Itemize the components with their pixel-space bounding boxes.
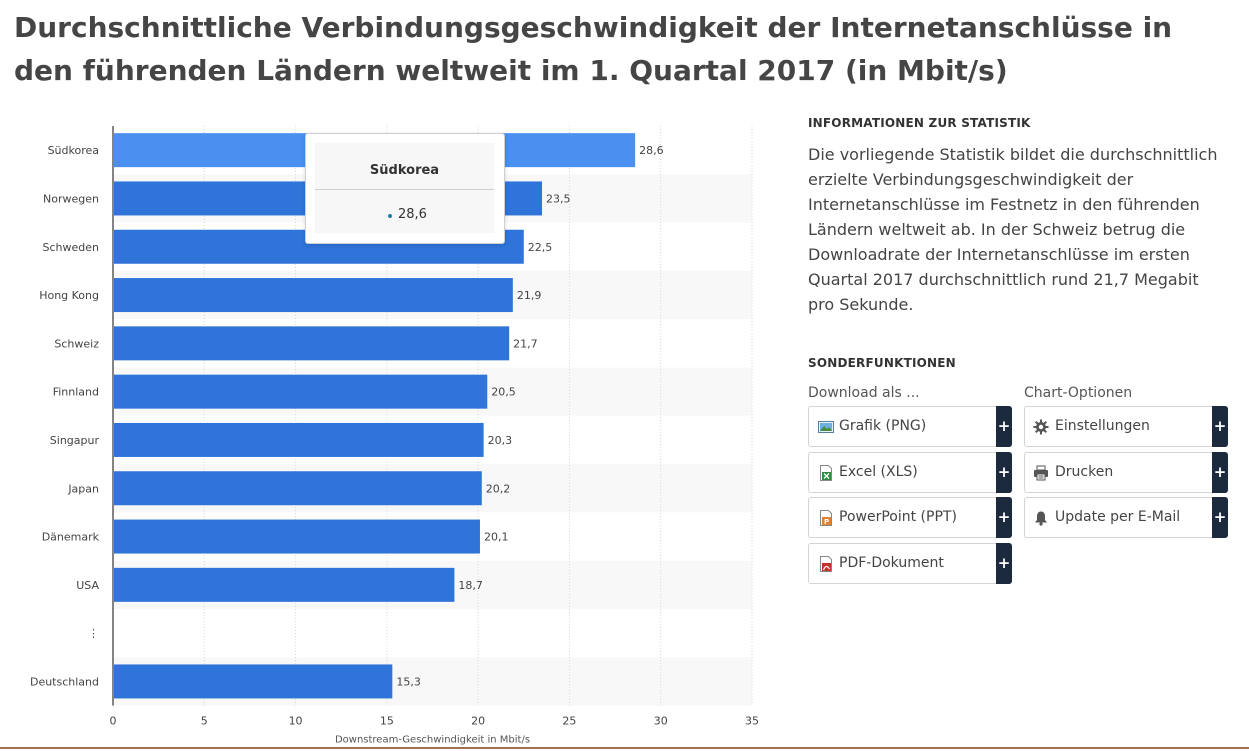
category-label: Schweden xyxy=(43,241,100,254)
category-label: USA xyxy=(76,579,99,592)
category-label: Finnland xyxy=(53,386,99,399)
category-label: Südkorea xyxy=(48,144,99,157)
value-label: 21,9 xyxy=(517,289,542,302)
plus-icon: + xyxy=(1212,406,1228,447)
category-label: Hong Kong xyxy=(39,289,99,302)
category-label: Singapur xyxy=(50,434,100,447)
category-label: Japan xyxy=(67,482,99,495)
bar-chart: Südkorea 28,6 Norwegen 23,5 Schweden 22,5 Hong… xyxy=(30,126,759,746)
download-pdf-button[interactable]: PDF-Dokument + xyxy=(808,543,1012,584)
download-xls-label: Excel (XLS) xyxy=(839,464,918,480)
x-tick-label: 0 xyxy=(110,715,117,728)
chart-area: Südkorea 28,6 Norwegen 23,5 Schweden 22,5 Hong… xyxy=(0,120,780,751)
print-label: Drucken xyxy=(1055,464,1114,480)
bar xyxy=(114,567,455,602)
print-button[interactable]: Drucken + xyxy=(1024,452,1228,493)
category-label: Norwegen xyxy=(43,192,99,205)
plus-icon: + xyxy=(1212,452,1228,493)
email-update-button[interactable]: Update per E-Mail + xyxy=(1024,497,1228,538)
image-file-icon xyxy=(818,421,834,433)
settings-button[interactable]: Einstellungen + xyxy=(1024,406,1228,447)
value-label: 15,3 xyxy=(396,675,421,688)
value-label: 20,3 xyxy=(488,434,513,447)
value-label: 20,2 xyxy=(486,482,511,495)
value-label: 23,5 xyxy=(546,192,571,205)
category-label: Dänemark xyxy=(42,531,100,544)
info-text: Die vorliegende Statistik bildet die dur… xyxy=(808,145,1218,314)
plus-icon: + xyxy=(996,406,1012,447)
value-label: 20,5 xyxy=(491,386,516,399)
gear-icon xyxy=(1033,419,1049,435)
value-label: 21,7 xyxy=(513,337,538,350)
pdf-file-icon xyxy=(820,556,832,572)
statistic-info-panel: INFORMATIONEN ZUR STATISTIK Die vorliege… xyxy=(808,116,1238,317)
excel-file-icon xyxy=(820,465,832,481)
category-label: Schweiz xyxy=(54,337,99,350)
value-label: 20,1 xyxy=(484,531,509,544)
download-label: Download als ... xyxy=(808,385,920,401)
tooltip-value: 28,6 xyxy=(398,207,427,222)
bottom-divider xyxy=(0,747,1249,749)
bar xyxy=(114,422,484,457)
special-functions-heading: SONDERFUNKTIONEN xyxy=(808,356,956,370)
x-axis-title: Downstream-Geschwindigkeit in Mbit/s xyxy=(335,735,530,746)
bar xyxy=(114,278,513,313)
tooltip-body: Südkorea 28,6 xyxy=(315,143,494,233)
value-label: 28,6 xyxy=(639,144,664,157)
download-png-label: Grafik (PNG) xyxy=(839,418,927,434)
powerpoint-file-icon: P xyxy=(820,510,832,526)
bar xyxy=(114,471,482,506)
plus-icon: + xyxy=(996,452,1012,493)
plus-icon: + xyxy=(996,543,1012,584)
x-tick-label: 5 xyxy=(201,715,208,728)
email-update-label: Update per E-Mail xyxy=(1055,509,1181,525)
value-label: 18,7 xyxy=(458,579,483,592)
bar xyxy=(114,374,488,409)
x-tick-label: 15 xyxy=(380,715,394,728)
tooltip-series-dot xyxy=(388,214,392,218)
chart-tooltip: Südkorea 28,6 xyxy=(305,133,505,244)
x-tick-label: 30 xyxy=(654,715,668,728)
tooltip-divider xyxy=(315,189,494,190)
x-tick-label: 20 xyxy=(471,715,485,728)
category-label: ⋮ xyxy=(88,627,99,640)
download-xls-button[interactable]: Excel (XLS) + xyxy=(808,452,1012,493)
page-title: Durchschnittliche Verbindungsgeschwindig… xyxy=(14,11,1173,87)
download-pdf-label: PDF-Dokument xyxy=(839,555,944,571)
bell-icon xyxy=(1035,511,1047,526)
settings-label: Einstellungen xyxy=(1055,418,1150,434)
svg-text:P: P xyxy=(824,518,829,526)
tooltip-title: Südkorea xyxy=(369,163,440,178)
bar xyxy=(114,664,393,699)
x-tick-label: 25 xyxy=(562,715,576,728)
plus-icon: + xyxy=(1212,497,1228,538)
printer-icon xyxy=(1034,465,1048,481)
value-label: 22,5 xyxy=(528,241,553,254)
bar xyxy=(114,519,480,554)
download-ppt-button[interactable]: P PowerPoint (PPT) + xyxy=(808,497,1012,538)
category-label: Deutschland xyxy=(30,675,99,688)
plus-icon: + xyxy=(996,497,1012,538)
x-tick-label: 35 xyxy=(745,715,759,728)
bar xyxy=(114,326,510,361)
download-ppt-label: PowerPoint (PPT) xyxy=(839,509,957,525)
chart-options-label: Chart-Optionen xyxy=(1024,385,1133,401)
info-heading: INFORMATIONEN ZUR STATISTIK xyxy=(808,116,1031,130)
x-tick-label: 10 xyxy=(289,715,303,728)
download-png-button[interactable]: Grafik (PNG) + xyxy=(808,406,1012,447)
